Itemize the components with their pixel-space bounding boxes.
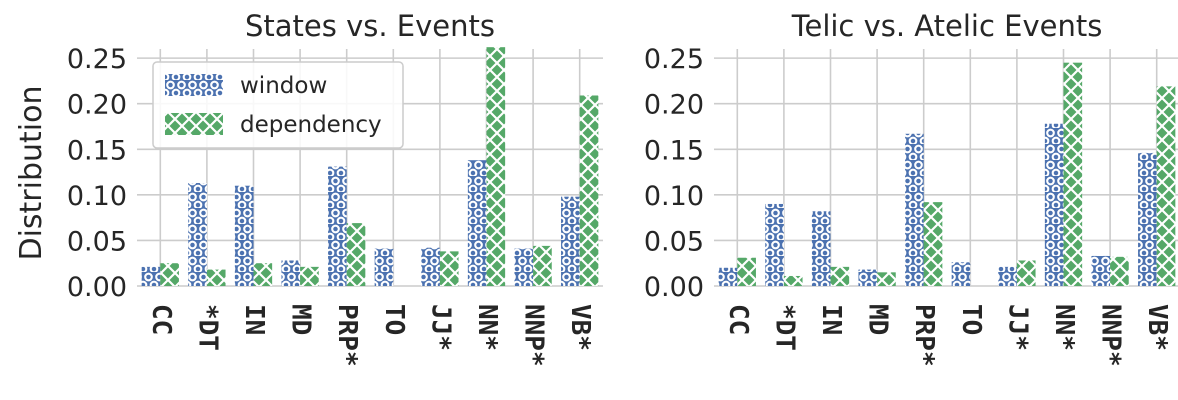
x-tick-label: IN [816,304,846,335]
y-tick-label: 0.05 [67,226,127,257]
bar-dependency-IN [830,266,850,286]
bar-window-*DT [765,203,784,286]
bar-dependency-NN* [486,47,506,286]
x-tick-label: NN* [472,304,502,351]
bar-window-MD [281,260,301,286]
bar-dependency-JJ* [1016,260,1036,286]
bar-dependency-VB* [1156,86,1176,286]
x-tick-label: NN* [1049,304,1079,351]
y-tick-label: 0.15 [67,135,127,166]
bar-window-PRP* [905,133,924,286]
panel-1-title: States vs. Events [245,9,495,43]
bar-dependency-MD [300,266,319,286]
legend-swatch-dependency [165,113,223,135]
bar-dependency-NN* [1063,62,1083,286]
bar-window-CC [718,267,738,286]
x-tick-label: NNP* [519,304,549,367]
bar-dependency-IN [253,263,273,286]
bar-dependency-VB* [579,95,599,286]
x-tick-label: MD [286,304,316,335]
x-tick-label: JJ* [1002,304,1032,351]
panel-2-title: Telic vs. Atelic Events [791,9,1103,43]
bar-dependency-CC [160,263,179,286]
legend-swatch-window [165,74,223,96]
bar-window-NNP* [514,248,534,286]
x-tick-label: *DT [769,304,799,351]
bar-window-VB* [1138,152,1157,286]
y-tick-label: 0.00 [644,272,704,303]
bar-dependency-MD [877,272,896,286]
x-tick-label: JJ* [425,304,455,351]
y-tick-label: 0.10 [644,181,704,212]
x-tick-label: TO [379,304,409,335]
panel-2-plot: 0.00 0.05 0.10 0.15 0.20 0.25 CC *DT IN MD PRP* TO J… [644,44,1178,367]
y-tick-label: 0.25 [644,44,704,75]
bar-window-PRP* [328,166,347,286]
bar-dependency-*DT [206,269,226,286]
bar-window-MD [858,269,878,286]
legend-label-dependency: dependency [240,112,382,138]
panel-1-plot: 0.00 0.05 0.10 0.15 0.20 0.25 CC *DT IN MD PRP* TO J… [67,44,603,367]
bar-window-TO [374,248,394,286]
bar-dependency-NNP* [1110,256,1129,286]
x-tick-label: VB* [1142,304,1172,351]
y-tick-label: 0.15 [644,135,704,166]
x-tick-label: CC [723,304,753,335]
bar-window-IN [234,185,254,286]
bar-dependency-PRP* [346,223,366,286]
bar-window-TO [951,262,971,286]
bar-window-IN [811,211,831,286]
x-tick-label: PRP* [909,304,939,367]
x-tick-label: CC [146,304,176,335]
x-tick-label: VB* [565,304,595,351]
bar-dependency-PRP* [923,202,943,286]
bar-dependency-NNP* [533,245,552,286]
bar-window-CC [141,266,161,286]
x-tick-label: TO [956,304,986,335]
bar-window-*DT [188,182,207,286]
bar-window-NNP* [1091,255,1111,286]
legend: window dependency [152,61,404,149]
y-axis-label: Distribution [14,85,49,260]
bar-dependency-JJ* [439,251,459,286]
y-tick-label: 0.20 [644,90,704,121]
x-tick-label: PRP* [332,304,362,367]
bar-dependency-*DT [783,275,803,286]
x-tick-label: NNP* [1096,304,1126,367]
y-tick-label: 0.10 [67,181,127,212]
y-tick-label: 0.05 [644,226,704,257]
bar-dependency-CC [737,257,756,286]
bar-window-NN* [1044,123,1064,286]
bar-window-VB* [561,196,580,286]
x-tick-label: MD [863,304,893,335]
x-tick-label: *DT [192,304,222,351]
y-tick-label: 0.25 [67,44,127,75]
x-tick-label: IN [239,304,269,335]
y-tick-label: 0.20 [67,90,127,121]
bar-window-JJ* [998,266,1017,286]
bar-window-JJ* [421,247,440,286]
bar-window-NN* [467,160,487,286]
y-tick-label: 0.00 [67,272,127,303]
legend-label-window: window [240,73,327,99]
